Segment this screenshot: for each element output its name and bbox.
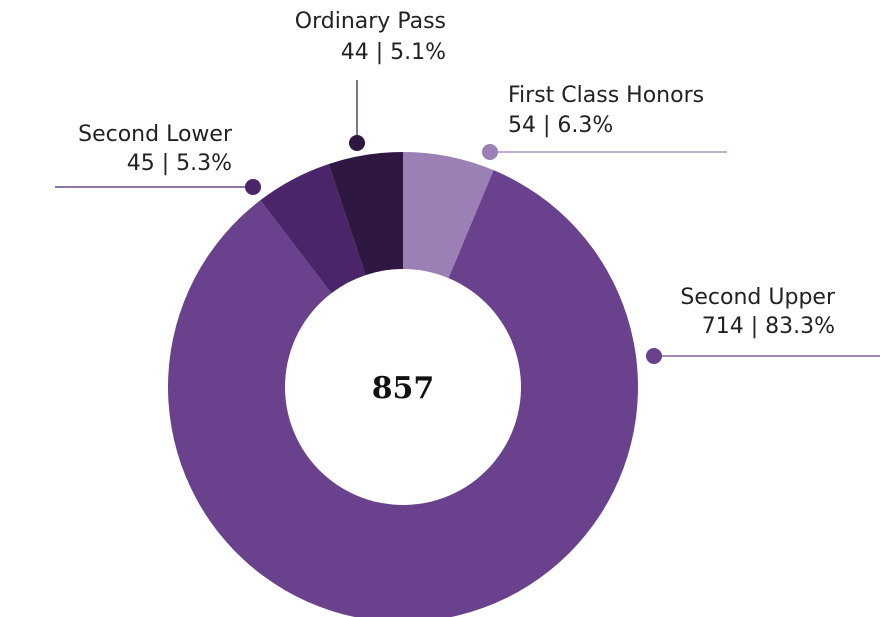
label-name: Ordinary Pass xyxy=(295,9,446,34)
leader-dot xyxy=(349,135,365,151)
leader-dot xyxy=(245,179,261,195)
donut-slice xyxy=(403,152,494,279)
label-value: 714 | 83.3% xyxy=(702,314,835,339)
label-name: Second Lower xyxy=(78,122,233,147)
leader-dot xyxy=(482,144,498,160)
label-value: 54 | 6.3% xyxy=(508,113,613,138)
donut-slice xyxy=(168,170,638,617)
center-total: 857 xyxy=(372,371,435,406)
donut-slice xyxy=(328,152,403,276)
label-name: First Class Honors xyxy=(508,83,704,108)
label-name: Second Upper xyxy=(680,285,836,310)
label-value: 45 | 5.3% xyxy=(127,151,232,176)
donut-slice xyxy=(260,164,366,294)
label-value: 44 | 5.1% xyxy=(341,40,446,65)
leader-dot xyxy=(646,348,662,364)
